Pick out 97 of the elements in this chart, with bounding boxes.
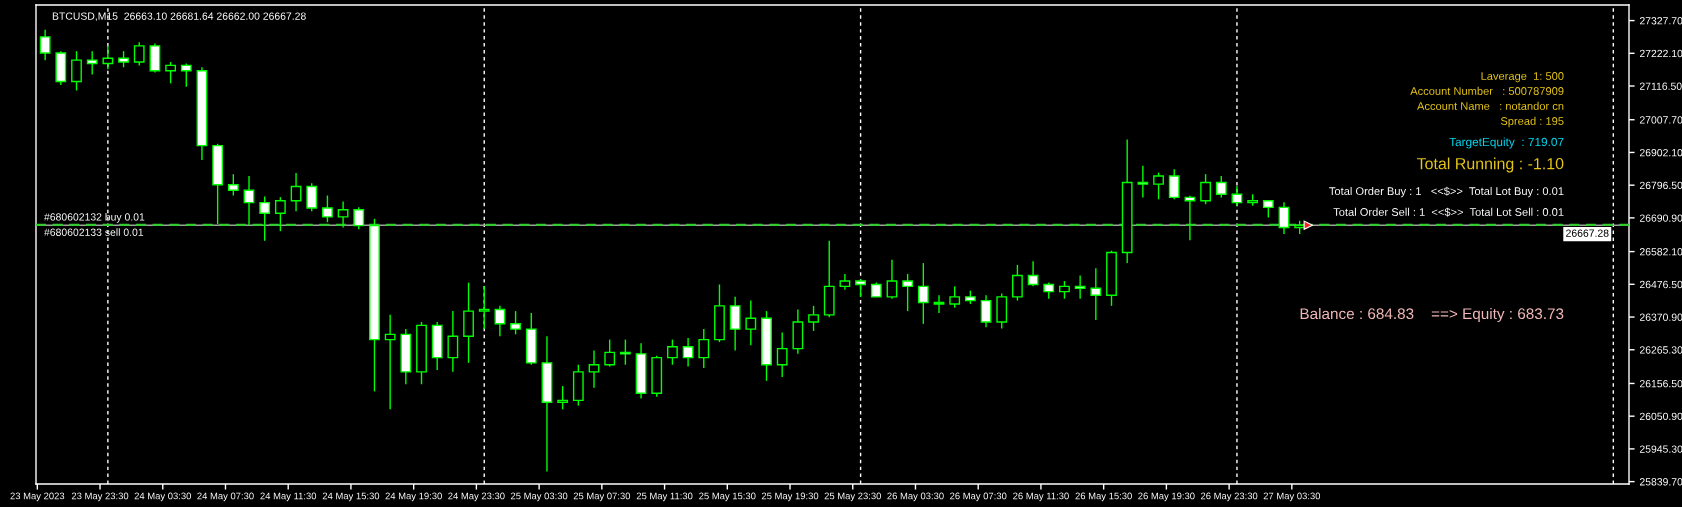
x-tick-label: 24 May 23:30 bbox=[448, 492, 505, 502]
x-tick-label: 26 May 23:30 bbox=[1200, 492, 1258, 502]
x-tick-label: 26 May 03:30 bbox=[887, 492, 944, 502]
candlestick bbox=[290, 172, 302, 213]
candlestick bbox=[259, 195, 271, 242]
x-tick-label: 25 May 11:30 bbox=[636, 492, 693, 502]
candlestick bbox=[1090, 267, 1102, 321]
candlestick bbox=[886, 258, 898, 300]
candlestick bbox=[980, 294, 992, 328]
candlestick bbox=[274, 196, 286, 232]
candlestick bbox=[949, 285, 961, 309]
x-tick-label: 24 May 11:30 bbox=[260, 492, 317, 502]
candlestick bbox=[619, 338, 631, 366]
candlestick bbox=[698, 328, 710, 369]
x-tick-label: 24 May 07:30 bbox=[197, 492, 254, 502]
candlestick bbox=[1278, 201, 1290, 235]
candlestick bbox=[322, 194, 333, 223]
candlestick bbox=[227, 173, 239, 197]
candlestick bbox=[71, 50, 82, 92]
candlestick bbox=[353, 206, 365, 231]
x-tick-label: 24 May 19:30 bbox=[385, 492, 442, 502]
candlestick bbox=[510, 310, 521, 336]
y-tick-label: 26265.30 bbox=[1639, 346, 1682, 354]
x-tick-label: 24 May 15:30 bbox=[322, 492, 380, 502]
candlestick bbox=[557, 385, 569, 411]
candlestick bbox=[86, 50, 98, 76]
ref-line-label: #680602133 sell 0.01 bbox=[44, 228, 144, 236]
y-tick-label: 27116.50 bbox=[1639, 82, 1682, 90]
ref-line-label: 26667.28 bbox=[1566, 229, 1609, 237]
text: BTCUSD,M15 26663.10 26681.64 26662.00 26667.28 bbox=[52, 12, 306, 22]
x-tick-label: 26 May 11:30 bbox=[1013, 492, 1069, 502]
candlestick bbox=[39, 29, 51, 61]
candlestick bbox=[494, 305, 506, 337]
annotation: Total Order Sell : 1 <<$>> Total Lot Sell : 0.01 bbox=[1333, 207, 1564, 217]
annotation: Total Running : -1.10 bbox=[1416, 157, 1564, 173]
y-tick-label: 25839.70 bbox=[1639, 478, 1682, 486]
y-tick-label: 26050.90 bbox=[1639, 412, 1682, 421]
candlestick bbox=[306, 182, 318, 213]
candlestick bbox=[682, 337, 694, 368]
candlestick bbox=[1168, 168, 1180, 200]
x-tick-label: 26 May 15:30 bbox=[1075, 492, 1132, 502]
candlestick bbox=[478, 285, 490, 330]
candlestick bbox=[165, 61, 177, 85]
candlestick bbox=[1137, 165, 1149, 199]
x-tick-label: 23 May 2023 bbox=[10, 492, 65, 502]
annotation: Laverage 1: 500 bbox=[1481, 72, 1564, 83]
ref-line-label: #680602132 buy 0.01 bbox=[44, 212, 145, 223]
x-tick-label: 25 May 03:30 bbox=[510, 492, 568, 502]
candlestick bbox=[1153, 171, 1164, 200]
candlestick bbox=[1184, 195, 1196, 241]
x-tick-label: 24 May 03:30 bbox=[134, 492, 192, 502]
candlestick bbox=[604, 338, 616, 368]
candlestick bbox=[745, 299, 757, 346]
x-tick-label: 25 May 15:30 bbox=[699, 492, 756, 502]
x-tick-label: 27 May 03:30 bbox=[1263, 492, 1321, 502]
annotation: Account Number : 500787909 bbox=[1410, 86, 1564, 95]
candlestick bbox=[102, 45, 114, 70]
candlestick bbox=[776, 331, 788, 378]
candlestick bbox=[667, 338, 678, 366]
candlestick bbox=[1215, 175, 1227, 199]
annotation: Account Name : notandor cn bbox=[1417, 101, 1564, 110]
y-tick-label: 27327.70 bbox=[1639, 17, 1682, 25]
candlestick bbox=[917, 262, 929, 325]
x-tick-label: 25 May 19:30 bbox=[761, 492, 819, 502]
y-tick-label: 26370.90 bbox=[1639, 313, 1682, 321]
x-tick-label: 26 May 19:30 bbox=[1138, 492, 1195, 502]
y-tick-label: 26582.10 bbox=[1639, 248, 1682, 256]
candlestick bbox=[808, 305, 819, 332]
y-tick-label: 27007.70 bbox=[1639, 116, 1682, 124]
annotation: Total Order Buy : 1 <<$>> Total Lot Buy : 0.01 bbox=[1329, 186, 1564, 198]
annotation: TargetEquity : 719.07 bbox=[1449, 137, 1564, 149]
y-tick-label: 26902.10 bbox=[1639, 148, 1682, 157]
candlestick bbox=[729, 296, 741, 352]
candlestick bbox=[1012, 264, 1023, 302]
x-tick-label: 23 May 23:30 bbox=[71, 492, 129, 502]
candlestick bbox=[933, 294, 945, 314]
x-tick-label: 26 May 07:30 bbox=[950, 492, 1007, 502]
x-tick-label: 25 May 07:30 bbox=[573, 492, 631, 502]
y-tick-label: 25945.30 bbox=[1639, 445, 1682, 453]
candlestick bbox=[1074, 274, 1086, 300]
candlestick bbox=[902, 273, 914, 312]
y-tick-label: 26796.50 bbox=[1639, 181, 1682, 190]
candlestick bbox=[447, 310, 459, 373]
y-tick-label: 27222.10 bbox=[1639, 49, 1682, 58]
annotation: Balance : 684.83 ==> Equity : 683.73 bbox=[1300, 307, 1564, 323]
candlestick bbox=[1027, 260, 1039, 288]
y-tick-label: 26156.50 bbox=[1639, 379, 1682, 388]
candlestick bbox=[337, 200, 349, 229]
annotation: Spread : 195 bbox=[1500, 116, 1564, 128]
candlestick bbox=[133, 41, 145, 67]
x-tick-label: 25 May 23:30 bbox=[824, 492, 881, 502]
candlestick bbox=[384, 314, 396, 411]
candlestick bbox=[1200, 173, 1211, 205]
y-tick-label: 26476.50 bbox=[1639, 280, 1682, 289]
candlestick bbox=[588, 349, 600, 389]
y-tick-label: 26690.90 bbox=[1639, 214, 1682, 222]
candlestick bbox=[180, 62, 192, 88]
